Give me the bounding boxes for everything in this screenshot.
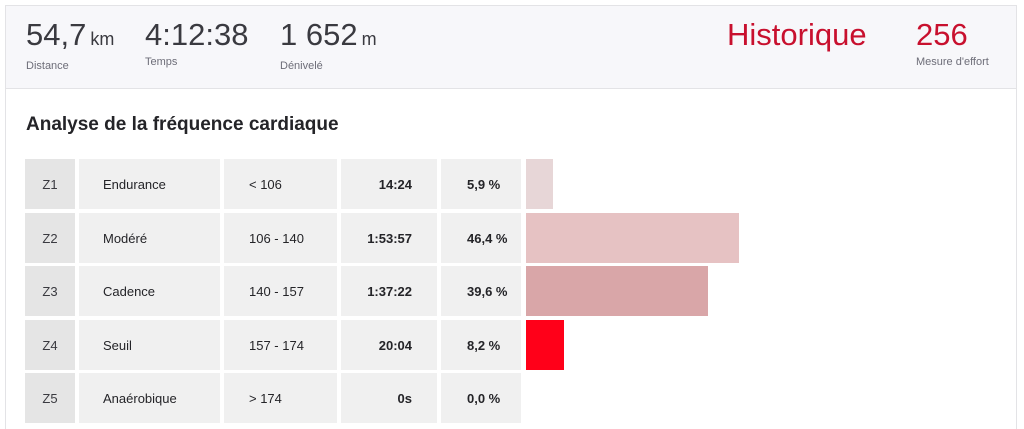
- zone-time: 0s: [341, 373, 437, 423]
- zone-row: Z2 Modéré 106 - 140 1:53:57 46,4 %: [25, 213, 985, 263]
- zone-range: > 174: [224, 373, 337, 423]
- zone-row: Z4 Seuil 157 - 174 20:04 8,2 %: [25, 320, 985, 370]
- zone-id: Z5: [25, 373, 75, 423]
- heart-rate-analysis: Analyse de la fréquence cardiaque Z1 Endu…: [6, 90, 1016, 429]
- activity-panel: 54,7 km Distance 4:12:38 Temps 1 652 m Dén…: [5, 5, 1017, 429]
- zone-percent: 0,0 %: [441, 373, 521, 423]
- zone-bar: [526, 213, 739, 263]
- zone-range: 106 - 140: [224, 213, 337, 263]
- zone-range: < 106: [224, 159, 337, 209]
- history-link[interactable]: Historique: [727, 17, 867, 53]
- zone-row: Z1 Endurance < 106 14:24 5,9 %: [25, 159, 985, 209]
- elevation-stat: 1 652 m Dénivelé: [280, 17, 377, 72]
- zone-bar: [526, 159, 554, 209]
- elevation-unit: m: [361, 29, 377, 49]
- zone-name: Anaérobique: [79, 373, 220, 423]
- zone-percent: 5,9 %: [441, 159, 521, 209]
- distance-label: Distance: [26, 60, 69, 72]
- zone-percent: 39,6 %: [441, 266, 521, 316]
- section-title: Analyse de la fréquence cardiaque: [26, 114, 339, 135]
- zone-percent: 8,2 %: [441, 320, 521, 370]
- zone-id: Z3: [25, 266, 75, 316]
- distance-stat: 54,7 km Distance: [26, 17, 114, 72]
- zone-range: 157 - 174: [224, 320, 337, 370]
- effort-stat: 256 Mesure d'effort: [916, 17, 989, 68]
- zone-id: Z1: [25, 159, 75, 209]
- effort-value: 256: [916, 17, 968, 52]
- zone-name: Seuil: [79, 320, 220, 370]
- zone-row: Z5 Anaérobique > 174 0s 0,0 %: [25, 373, 985, 423]
- zone-row: Z3 Cadence 140 - 157 1:37:22 39,6 %: [25, 266, 985, 316]
- zone-id: Z2: [25, 213, 75, 263]
- history-label[interactable]: Historique: [727, 17, 867, 52]
- zone-range: 140 - 157: [224, 266, 337, 316]
- activity-summary: 54,7 km Distance 4:12:38 Temps 1 652 m Dén…: [6, 6, 1016, 89]
- zone-time: 1:37:22: [341, 266, 437, 316]
- zone-bar: [526, 266, 708, 316]
- distance-value: 54,7: [26, 17, 87, 52]
- zone-id: Z4: [25, 320, 75, 370]
- zone-name: Modéré: [79, 213, 220, 263]
- elevation-label: Dénivelé: [280, 60, 323, 72]
- time-stat: 4:12:38 Temps: [145, 17, 248, 68]
- distance-unit: km: [90, 29, 115, 49]
- elevation-value: 1 652: [280, 17, 358, 52]
- zone-name: Cadence: [79, 266, 220, 316]
- time-value: 4:12:38: [145, 17, 249, 52]
- zone-bar: [526, 320, 564, 370]
- time-label: Temps: [145, 56, 178, 68]
- zone-time: 14:24: [341, 159, 437, 209]
- effort-label: Mesure d'effort: [916, 56, 989, 68]
- zone-name: Endurance: [79, 159, 220, 209]
- zone-time: 20:04: [341, 320, 437, 370]
- zone-time: 1:53:57: [341, 213, 437, 263]
- zone-percent: 46,4 %: [441, 213, 521, 263]
